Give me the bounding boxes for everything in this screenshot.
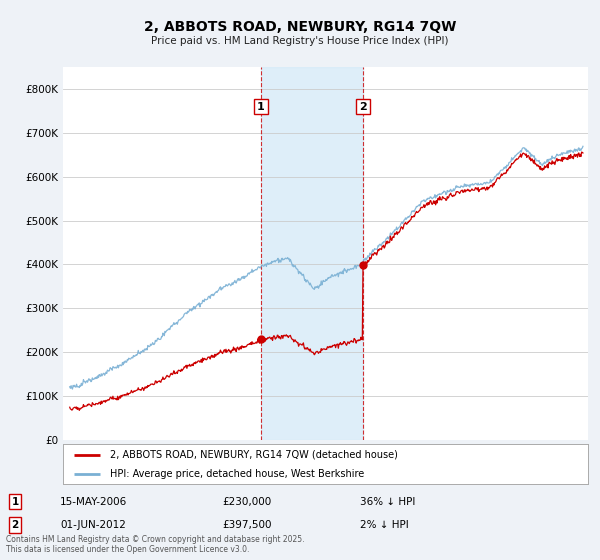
Text: £397,500: £397,500: [222, 520, 271, 530]
Bar: [261, 67, 363, 440]
Text: Contains HM Land Registry data © Crown copyright and database right 2025.
This d: Contains HM Land Registry data © Crown c…: [6, 535, 305, 554]
Text: 2: 2: [11, 520, 19, 530]
Text: 1: 1: [11, 497, 19, 507]
Text: £230,000: £230,000: [222, 497, 271, 507]
Text: 1: 1: [257, 101, 265, 111]
Text: Price paid vs. HM Land Registry's House Price Index (HPI): Price paid vs. HM Land Registry's House …: [151, 36, 449, 46]
Text: 2, ABBOTS ROAD, NEWBURY, RG14 7QW: 2, ABBOTS ROAD, NEWBURY, RG14 7QW: [144, 20, 456, 34]
Text: 2% ↓ HPI: 2% ↓ HPI: [360, 520, 409, 530]
Text: 01-JUN-2012: 01-JUN-2012: [60, 520, 126, 530]
Text: HPI: Average price, detached house, West Berkshire: HPI: Average price, detached house, West…: [110, 469, 365, 478]
Text: 2: 2: [359, 101, 367, 111]
Text: 15-MAY-2006: 15-MAY-2006: [60, 497, 127, 507]
Text: 2, ABBOTS ROAD, NEWBURY, RG14 7QW (detached house): 2, ABBOTS ROAD, NEWBURY, RG14 7QW (detac…: [110, 450, 398, 460]
Text: 36% ↓ HPI: 36% ↓ HPI: [360, 497, 415, 507]
